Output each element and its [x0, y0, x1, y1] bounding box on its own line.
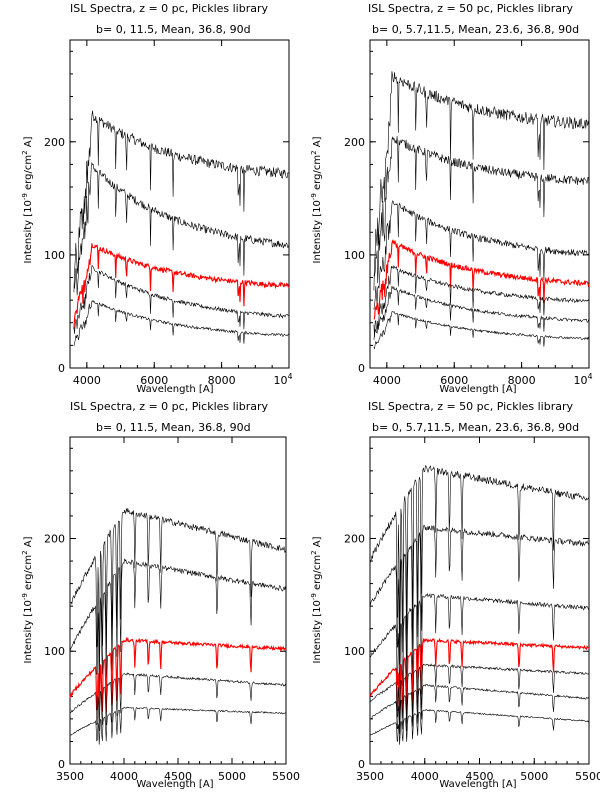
y-tick-label: 0 [58, 758, 65, 771]
x-tick-label: 4000 [110, 770, 138, 783]
x-tick-label: 4000 [373, 374, 401, 387]
panel-bottom-right: ISL Spectra, z = 50 pc, Pickles library … [310, 400, 600, 790]
series-line-b-0 [69, 508, 287, 668]
plot-area: 4000 6000 8000 104 0 100 200 [344, 39, 593, 387]
x-axis-label: Wavelength [A] [439, 384, 516, 395]
y-tick-label: 200 [344, 532, 365, 545]
series-line-b-0 [73, 110, 290, 293]
y-axis-label: Intensity [10-9 erg/cm2 A] [310, 536, 323, 663]
series-line-b-11-5 [69, 558, 287, 692]
panel-annotation: b= 0, 11.5, Mean, 36.8, 90d [96, 421, 251, 434]
x-tick-label-end: 104 [273, 372, 292, 387]
series-line-b-23-6 [369, 663, 590, 726]
y-axis-label: Intensity [10-9 erg/cm2 A] [21, 536, 34, 663]
x-tick-label-end: 104 [573, 372, 592, 387]
series-line-mean [69, 636, 287, 719]
panel-annotation: b= 0, 5.7,11.5, Mean, 23.6, 36.8, 90d [372, 421, 579, 434]
y-axis-label: Intensity [10-9 erg/cm2 A] [21, 136, 34, 263]
x-axis-label: Wavelength [A] [136, 384, 213, 395]
x-tick-label: 5500 [272, 770, 300, 783]
plot-frame [69, 39, 290, 369]
y-tick-label: 100 [44, 249, 65, 262]
series-line-b-5-7 [369, 524, 590, 665]
series-line-b-36-8 [369, 683, 590, 735]
series-line-mean [373, 239, 590, 320]
x-tick-label: 4500 [466, 770, 494, 783]
y-tick-label: 200 [44, 532, 65, 545]
series-line-b-0 [373, 71, 590, 291]
x-tick-label: 5000 [520, 770, 548, 783]
panel-title: ISL Spectra, z = 0 pc, Pickles library [70, 2, 269, 15]
y-tick-label: 100 [44, 645, 65, 658]
series-line-b-11-5 [369, 592, 590, 698]
x-tick-label: 6000 [440, 374, 468, 387]
y-tick-label: 200 [44, 136, 65, 149]
series-line-b-36-8 [373, 285, 590, 340]
x-axis-label: Wavelength [A] [136, 779, 213, 790]
panel-title: ISL Spectra, z = 50 pc, Pickles library [368, 400, 573, 413]
series-line-b-11-5 [373, 200, 590, 310]
panel-top-left: ISL Spectra, z = 0 pc, Pickles library b… [21, 2, 293, 395]
series-line-b-23-6 [373, 265, 590, 338]
series-line-b-0 [369, 465, 590, 643]
panel-bottom-left: ISL Spectra, z = 0 pc, Pickles library b… [21, 400, 300, 790]
x-tick-label: 6000 [140, 374, 168, 387]
x-tick-label: 3500 [56, 770, 84, 783]
plot-area: 3500 4000 4500 5000 5500 0 100 200 [44, 436, 300, 783]
x-tick-label: 4000 [411, 770, 439, 783]
y-tick-label: 0 [58, 362, 65, 375]
y-tick-label: 100 [344, 645, 365, 658]
y-tick-label: 200 [344, 136, 365, 149]
panel-annotation: b= 0, 5.7,11.5, Mean, 23.6, 36.8, 90d [372, 23, 579, 36]
y-axis-label: Intensity [10-9 erg/cm2 A] [310, 136, 323, 263]
x-tick-label: 5000 [218, 770, 246, 783]
series-line-mean [73, 243, 290, 329]
x-tick-label: 8000 [208, 374, 236, 387]
x-tick-label: 4500 [164, 770, 192, 783]
y-tick-label: 0 [358, 362, 365, 375]
series-line-b-11-5 [73, 161, 290, 296]
series-line-b-90 [369, 709, 590, 745]
panel-top-right: ISL Spectra, z = 50 pc, Pickles library … [310, 2, 593, 395]
series-line-b-90 [69, 706, 287, 745]
series-line-b-36-8 [73, 264, 289, 334]
x-tick-label: 4000 [73, 374, 101, 387]
x-tick-label: 8000 [508, 374, 536, 387]
plot-frame [369, 39, 590, 369]
panel-annotation: b= 0, 11.5, Mean, 36.8, 90d [96, 23, 251, 36]
x-tick-label: 3500 [356, 770, 384, 783]
x-axis-label: Wavelength [A] [439, 779, 516, 790]
plot-area: 3500 4000 4500 5000 5500 0 100 200 [344, 436, 600, 783]
panel-title: ISL Spectra, z = 50 pc, Pickles library [368, 2, 573, 15]
y-tick-label: 0 [358, 758, 365, 771]
y-tick-label: 100 [344, 249, 365, 262]
panel-title: ISL Spectra, z = 0 pc, Pickles library [70, 400, 269, 413]
x-tick-label: 5500 [575, 770, 600, 783]
series-line-b-5-7 [373, 136, 590, 284]
series-line-b-90 [373, 311, 590, 349]
plot-area: 4000 6000 8000 104 0 100 200 [44, 39, 293, 387]
series-line-b-36-8 [69, 672, 287, 732]
series-line-b-90 [73, 300, 290, 347]
